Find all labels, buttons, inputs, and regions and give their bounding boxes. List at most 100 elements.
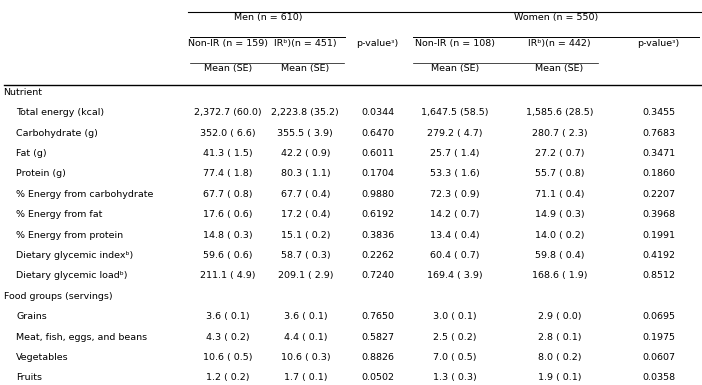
Text: 3.0 ( 0.1): 3.0 ( 0.1) — [433, 312, 477, 321]
Text: 0.1704: 0.1704 — [361, 169, 395, 178]
Text: 0.4192: 0.4192 — [642, 251, 675, 260]
Text: Vegetables: Vegetables — [16, 353, 69, 362]
Text: 0.7650: 0.7650 — [361, 312, 395, 321]
Text: 209.1 ( 2.9): 209.1 ( 2.9) — [277, 271, 333, 280]
Text: 0.3836: 0.3836 — [361, 231, 395, 239]
Text: Carbohydrate (g): Carbohydrate (g) — [16, 129, 98, 137]
Text: 1.2 ( 0.2): 1.2 ( 0.2) — [206, 373, 250, 382]
Text: 0.1991: 0.1991 — [642, 231, 675, 239]
Text: Meat, fish, eggs, and beans: Meat, fish, eggs, and beans — [16, 333, 147, 341]
Text: 55.7 ( 0.8): 55.7 ( 0.8) — [535, 169, 584, 178]
Text: 14.8 ( 0.3): 14.8 ( 0.3) — [204, 231, 253, 239]
Text: 4.4 ( 0.1): 4.4 ( 0.1) — [284, 333, 327, 341]
Text: 7.0 ( 0.5): 7.0 ( 0.5) — [433, 353, 477, 362]
Text: 13.4 ( 0.4): 13.4 ( 0.4) — [430, 231, 479, 239]
Text: 10.6 ( 0.5): 10.6 ( 0.5) — [204, 353, 253, 362]
Text: 0.1975: 0.1975 — [642, 333, 675, 341]
Text: % Energy from protein: % Energy from protein — [16, 231, 124, 239]
Text: Non-IR (n = 159): Non-IR (n = 159) — [188, 39, 268, 48]
Text: 1,585.6 (28.5): 1,585.6 (28.5) — [526, 108, 593, 117]
Text: 77.4 ( 1.8): 77.4 ( 1.8) — [204, 169, 253, 178]
Text: Total energy (kcal): Total energy (kcal) — [16, 108, 105, 117]
Text: 59.6 ( 0.6): 59.6 ( 0.6) — [204, 251, 253, 260]
Text: Mean (SE): Mean (SE) — [431, 64, 479, 73]
Text: 17.6 ( 0.6): 17.6 ( 0.6) — [204, 210, 253, 219]
Text: Food groups (servings): Food groups (servings) — [4, 292, 112, 301]
Text: Women (n = 550): Women (n = 550) — [514, 13, 599, 22]
Text: 27.2 ( 0.7): 27.2 ( 0.7) — [535, 149, 584, 158]
Text: 355.5 ( 3.9): 355.5 ( 3.9) — [277, 129, 333, 137]
Text: 4.3 ( 0.2): 4.3 ( 0.2) — [206, 333, 250, 341]
Text: 1.7 ( 0.1): 1.7 ( 0.1) — [284, 373, 327, 382]
Text: Protein (g): Protein (g) — [16, 169, 66, 178]
Text: 14.9 ( 0.3): 14.9 ( 0.3) — [535, 210, 584, 219]
Text: % Energy from fat: % Energy from fat — [16, 210, 102, 219]
Text: 0.0607: 0.0607 — [642, 353, 675, 362]
Text: Grains: Grains — [16, 312, 47, 321]
Text: 0.3471: 0.3471 — [642, 149, 675, 158]
Text: 10.6 ( 0.3): 10.6 ( 0.3) — [281, 353, 330, 362]
Text: 0.8826: 0.8826 — [361, 353, 395, 362]
Text: 0.6470: 0.6470 — [361, 129, 395, 137]
Text: 0.7240: 0.7240 — [361, 271, 395, 280]
Text: 60.4 ( 0.7): 60.4 ( 0.7) — [430, 251, 479, 260]
Text: p-valueᵌ): p-valueᵌ) — [637, 39, 680, 48]
Text: Mean (SE): Mean (SE) — [204, 64, 252, 73]
Text: 352.0 ( 6.6): 352.0 ( 6.6) — [200, 129, 256, 137]
Text: 17.2 ( 0.4): 17.2 ( 0.4) — [281, 210, 330, 219]
Text: 53.3 ( 1.6): 53.3 ( 1.6) — [430, 169, 479, 178]
Text: 15.1 ( 0.2): 15.1 ( 0.2) — [281, 231, 330, 239]
Text: 0.0358: 0.0358 — [642, 373, 675, 382]
Text: 0.0502: 0.0502 — [361, 373, 395, 382]
Text: 0.2207: 0.2207 — [642, 190, 675, 199]
Text: 1.9 ( 0.1): 1.9 ( 0.1) — [538, 373, 581, 382]
Text: 2.5 ( 0.2): 2.5 ( 0.2) — [433, 333, 477, 341]
Text: Fat (g): Fat (g) — [16, 149, 47, 158]
Text: Dietary glycemic loadᵇ): Dietary glycemic loadᵇ) — [16, 271, 128, 280]
Text: IRᵇ)(n = 451): IRᵇ)(n = 451) — [274, 39, 337, 48]
Text: 2,223.8 (35.2): 2,223.8 (35.2) — [272, 108, 339, 117]
Text: 0.6011: 0.6011 — [361, 149, 395, 158]
Text: Mean (SE): Mean (SE) — [282, 64, 329, 73]
Text: % Energy from carbohydrate: % Energy from carbohydrate — [16, 190, 154, 199]
Text: Fruits: Fruits — [16, 373, 42, 382]
Text: IRᵇ)(n = 442): IRᵇ)(n = 442) — [528, 39, 591, 48]
Text: 2.9 ( 0.0): 2.9 ( 0.0) — [538, 312, 581, 321]
Text: p-valueᵌ): p-valueᵌ) — [357, 39, 399, 48]
Text: 0.5827: 0.5827 — [361, 333, 395, 341]
Text: 280.7 ( 2.3): 280.7 ( 2.3) — [531, 129, 588, 137]
Text: Men (n = 610): Men (n = 610) — [234, 13, 302, 22]
Text: 0.8512: 0.8512 — [642, 271, 675, 280]
Text: 0.3455: 0.3455 — [642, 108, 675, 117]
Text: 211.1 ( 4.9): 211.1 ( 4.9) — [200, 271, 256, 280]
Text: 0.6192: 0.6192 — [361, 210, 395, 219]
Text: 59.8 ( 0.4): 59.8 ( 0.4) — [535, 251, 584, 260]
Text: 1.3 ( 0.3): 1.3 ( 0.3) — [433, 373, 477, 382]
Text: 0.7683: 0.7683 — [642, 129, 675, 137]
Text: 8.0 ( 0.2): 8.0 ( 0.2) — [538, 353, 581, 362]
Text: 0.1860: 0.1860 — [642, 169, 675, 178]
Text: 72.3 ( 0.9): 72.3 ( 0.9) — [430, 190, 479, 199]
Text: 0.9880: 0.9880 — [361, 190, 395, 199]
Text: 80.3 ( 1.1): 80.3 ( 1.1) — [281, 169, 330, 178]
Text: 0.3968: 0.3968 — [642, 210, 675, 219]
Text: 42.2 ( 0.9): 42.2 ( 0.9) — [281, 149, 330, 158]
Text: Nutrient: Nutrient — [4, 88, 43, 97]
Text: 67.7 ( 0.8): 67.7 ( 0.8) — [204, 190, 253, 199]
Text: Dietary glycemic indexᵇ): Dietary glycemic indexᵇ) — [16, 251, 133, 260]
Text: Non-IR (n = 108): Non-IR (n = 108) — [415, 39, 495, 48]
Text: Mean (SE): Mean (SE) — [536, 64, 583, 73]
Text: 2.8 ( 0.1): 2.8 ( 0.1) — [538, 333, 581, 341]
Text: 0.2262: 0.2262 — [361, 251, 395, 260]
Text: 169.4 ( 3.9): 169.4 ( 3.9) — [427, 271, 483, 280]
Text: 58.7 ( 0.3): 58.7 ( 0.3) — [281, 251, 330, 260]
Text: 279.2 ( 4.7): 279.2 ( 4.7) — [427, 129, 483, 137]
Text: 71.1 ( 0.4): 71.1 ( 0.4) — [535, 190, 584, 199]
Text: 3.6 ( 0.1): 3.6 ( 0.1) — [284, 312, 327, 321]
Text: 14.2 ( 0.7): 14.2 ( 0.7) — [430, 210, 479, 219]
Text: 2,372.7 (60.0): 2,372.7 (60.0) — [194, 108, 262, 117]
Text: 14.0 ( 0.2): 14.0 ( 0.2) — [535, 231, 584, 239]
Text: 0.0695: 0.0695 — [642, 312, 675, 321]
Text: 67.7 ( 0.4): 67.7 ( 0.4) — [281, 190, 330, 199]
Text: 1,647.5 (58.5): 1,647.5 (58.5) — [421, 108, 489, 117]
